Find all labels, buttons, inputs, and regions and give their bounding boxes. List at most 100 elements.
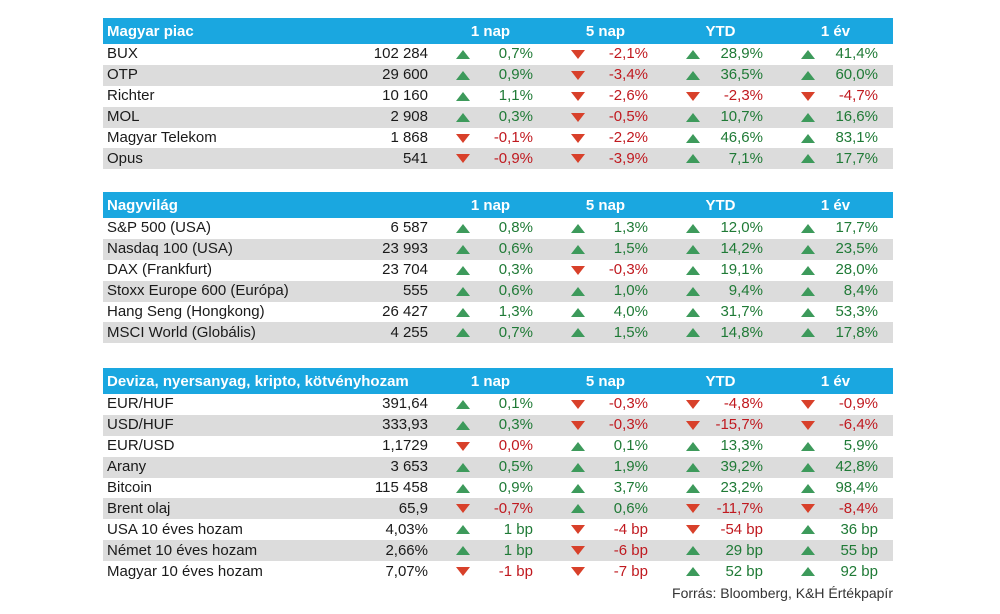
table-header-row: Nagyvilág 1 nap 5 nap YTD 1 év [103, 192, 893, 218]
triangle-up-icon [801, 546, 815, 556]
change-value: 92 bp [840, 562, 878, 580]
change-cell: 14,8% [663, 322, 778, 344]
triangle-down-icon [571, 133, 585, 143]
table-row: BUX 102 284 0,7% -2,1% 28,9% 41,4% [103, 44, 893, 65]
table-row: EUR/HUF 391,64 0,1% -0,3% -4,8% -0,9% [103, 394, 893, 415]
change-cell: -0,3% [548, 414, 663, 436]
change-value: 1,3% [498, 303, 533, 320]
change-value: -6 bp [613, 541, 648, 559]
change-value: 1,5% [613, 323, 648, 341]
change-cell: 1,0% [548, 280, 663, 302]
change-cell: -4,7% [778, 86, 893, 107]
triangle-down-icon [686, 504, 700, 514]
triangle-down-icon [801, 504, 815, 514]
change-value: 31,7% [720, 303, 763, 320]
change-cell: 4,0% [548, 302, 663, 323]
triangle-down-icon [571, 70, 585, 80]
change-value: 52 bp [725, 562, 763, 580]
instrument-name: Arany [103, 456, 333, 478]
change-value: -0,3% [608, 395, 648, 413]
change-cell: -0,3% [548, 260, 663, 281]
change-cell: 19,1% [663, 260, 778, 281]
column-header: 1 év [778, 368, 893, 394]
change-cell: 36 bp [778, 519, 893, 540]
change-cell: 0,1% [548, 436, 663, 457]
triangle-up-icon [686, 307, 700, 317]
triangle-up-icon [801, 525, 815, 535]
instrument-value: 1,1729 [382, 437, 428, 455]
triangle-down-icon [686, 91, 700, 101]
instrument-name: Hang Seng (Hongkong) [107, 303, 265, 320]
column-header: 5 nap [548, 18, 663, 44]
triangle-down-icon [686, 420, 700, 430]
change-cell: -0,7% [433, 498, 548, 520]
table-row: USD/HUF 333,93 0,3% -0,3% -15,7% -6,4% [103, 414, 893, 436]
change-cell: 0,7% [433, 44, 548, 65]
column-header: YTD [663, 192, 778, 218]
instrument-name: BUX [107, 45, 138, 63]
section-title: Magyar piac [103, 18, 433, 44]
triangle-up-icon [801, 154, 815, 164]
change-cell: -11,7% [663, 498, 778, 520]
instrument-value: 29 600 [333, 64, 433, 86]
change-value: -0,7% [493, 499, 533, 517]
table-row: Német 10 éves hozam 2,66% 1 bp -6 bp 29 bp 55… [103, 540, 893, 562]
change-cell: 28,9% [663, 44, 778, 65]
triangle-up-icon [801, 49, 815, 59]
change-value: 0,7% [498, 323, 533, 341]
change-value: 14,2% [720, 240, 763, 258]
market-table: Magyar piac 1 nap 5 nap YTD 1 év BUX 102 284 0,… [103, 18, 893, 170]
column-header: YTD [663, 18, 778, 44]
triangle-up-icon [456, 328, 470, 338]
triangle-up-icon [801, 441, 815, 451]
triangle-up-icon [686, 154, 700, 164]
triangle-up-icon [456, 70, 470, 80]
triangle-down-icon [801, 420, 815, 430]
column-header: 5 nap [548, 368, 663, 394]
triangle-up-icon [686, 112, 700, 122]
change-value: 29 bp [725, 541, 763, 559]
instrument-name: USA 10 éves hozam [107, 520, 243, 538]
triangle-down-icon [456, 441, 470, 451]
triangle-down-icon [571, 399, 585, 409]
instrument-name: Stoxx Europe 600 (Európa) [103, 280, 333, 302]
triangle-up-icon [686, 286, 700, 296]
triangle-up-icon [801, 328, 815, 338]
change-cell: 23,5% [778, 238, 893, 260]
table-row: MSCI World (Globális) 4 255 0,7% 1,5% 14,8% 1… [103, 322, 893, 344]
instrument-value: 23 993 [333, 238, 433, 260]
change-cell: -2,3% [663, 86, 778, 107]
change-value: 98,4% [835, 479, 878, 496]
instrument-value: 10 160 [382, 87, 428, 105]
triangle-up-icon [456, 286, 470, 296]
instrument-name: MOL [103, 106, 333, 128]
instrument-name: Német 10 éves hozam [103, 540, 333, 562]
triangle-up-icon [571, 244, 585, 254]
instrument-value: 7,07% [385, 562, 428, 580]
change-cell: 8,4% [778, 280, 893, 302]
triangle-up-icon [686, 328, 700, 338]
change-cell: -54 bp [663, 519, 778, 540]
triangle-down-icon [456, 504, 470, 514]
triangle-up-icon [801, 223, 815, 233]
triangle-down-icon [456, 154, 470, 164]
triangle-up-icon [686, 223, 700, 233]
table-row: EUR/USD 1,1729 0,0% 0,1% 13,3% 5,9% [103, 436, 893, 457]
triangle-up-icon [571, 286, 585, 296]
table-row: S&P 500 (USA) 6 587 0,8% 1,3% 12,0% 17,7% [103, 218, 893, 239]
market-table: Nagyvilág 1 nap 5 nap YTD 1 év S&P 500 (USA) 6… [103, 192, 893, 344]
instrument-name: EUR/HUF [107, 395, 174, 413]
change-value: 1 bp [503, 520, 533, 538]
change-value: -2,2% [608, 129, 648, 146]
triangle-up-icon [801, 286, 815, 296]
change-cell: 7,1% [663, 148, 778, 170]
change-cell: -0,9% [433, 148, 548, 170]
change-value: 9,4% [728, 282, 763, 300]
change-value: -3,4% [608, 66, 648, 84]
triangle-up-icon [686, 567, 700, 577]
change-cell: 29 bp [663, 540, 778, 562]
change-value: 13,3% [720, 437, 763, 455]
change-value: 28,9% [720, 45, 763, 63]
change-value: 0,6% [498, 240, 533, 258]
change-value: -1 bp [498, 562, 533, 580]
